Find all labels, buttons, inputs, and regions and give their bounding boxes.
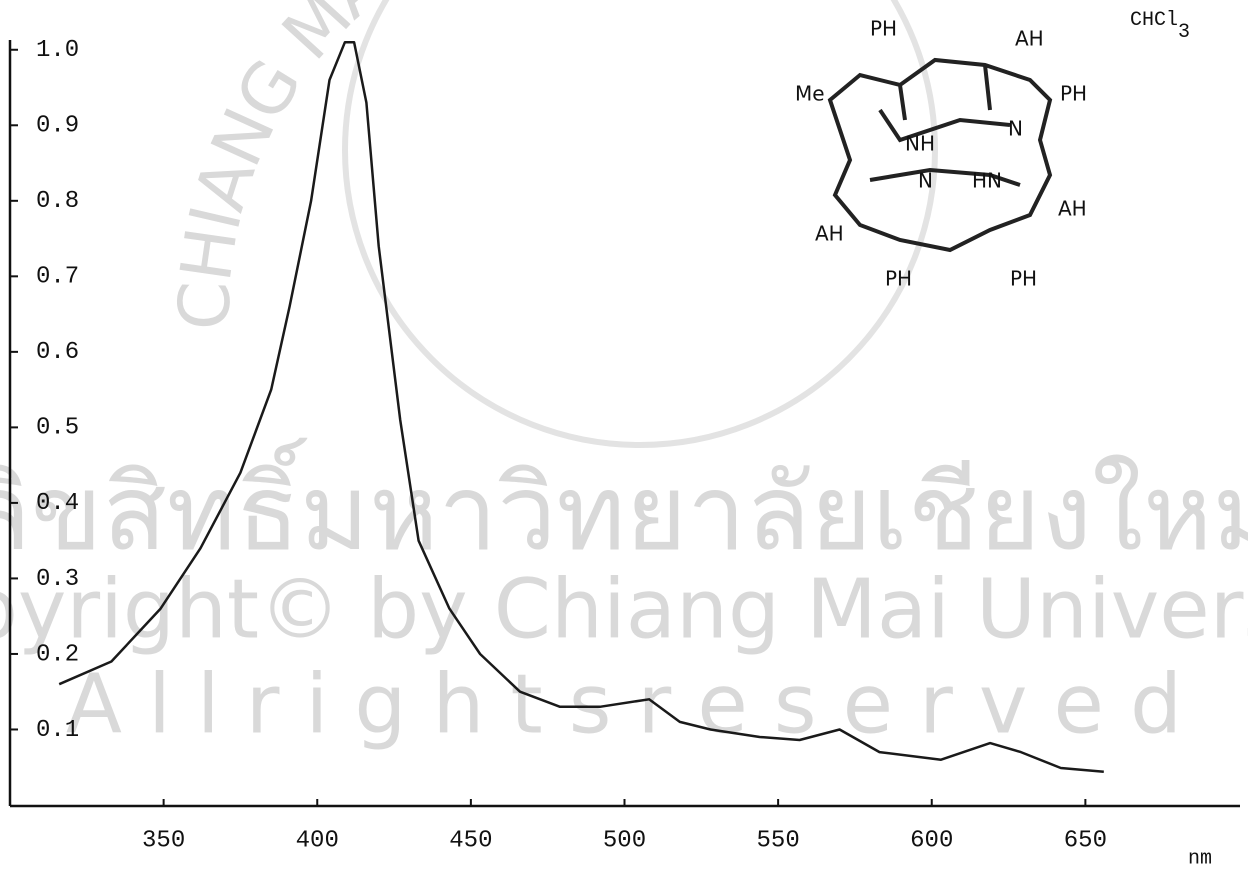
watermark-thai: ลิขสิทธิ์มหาวิทยาลัยเชียงใหม่ — [0, 437, 1248, 574]
x-tick-label: 650 — [1064, 827, 1107, 854]
structure-label: N — [918, 169, 933, 193]
y-tick-label: 0.8 — [36, 188, 79, 215]
solvent-label: CHCl3 — [1130, 9, 1190, 44]
watermark-arc-text: CHIANG MAI UNIVERSITY — [163, 0, 830, 331]
watermark-seal — [342, 0, 938, 448]
structure-label: PH — [885, 267, 912, 291]
structure-label: PH — [1060, 82, 1087, 106]
y-tick-label: 0.1 — [36, 717, 79, 744]
structure-label: HN — [972, 169, 1002, 193]
x-axis-label: nm — [1188, 847, 1212, 870]
structure-label: N — [1008, 117, 1023, 141]
structure-label: AH — [815, 222, 844, 246]
solvent: CHCl — [1130, 9, 1178, 32]
y-tick-label: 1.0 — [36, 37, 79, 64]
structure-label: NH — [905, 132, 935, 156]
structure-label: AH — [1015, 27, 1044, 51]
x-tick-label: 400 — [296, 827, 339, 854]
y-tick-label: 0.2 — [36, 641, 79, 668]
y-tick-label: 0.5 — [36, 415, 79, 442]
watermark-arc: CHIANG MAI UNIVERSITY — [163, 0, 830, 331]
solvent-subscript: 3 — [1178, 21, 1190, 44]
x-tick-label: 350 — [142, 827, 185, 854]
watermark: CHIANG MAI UNIVERSITY ลิขสิทธิ์มหาวิทยาลั… — [0, 0, 1248, 752]
y-tick-label: 0.4 — [36, 490, 79, 517]
structure-label: PH — [1010, 267, 1037, 291]
watermark-copyright: Copyright© by Chiang Mai University — [0, 562, 1248, 657]
structure-label: PH — [870, 17, 897, 41]
x-tick-label: 600 — [910, 827, 953, 854]
spectrum-line — [58, 40, 1104, 774]
x-tick-label: 450 — [449, 827, 492, 854]
y-tick-label: 0.9 — [36, 113, 79, 140]
y-tick-label: 0.6 — [36, 339, 79, 366]
structure-label: Me — [795, 82, 825, 106]
watermark-rights: A l l r i g h t s r e s e r v e d — [66, 657, 1182, 752]
x-tick-label: 500 — [603, 827, 646, 854]
y-tick-label: 0.3 — [36, 566, 79, 593]
structure-label: AH — [1058, 197, 1087, 221]
x-tick-label: 550 — [757, 827, 800, 854]
porphyrin-structure — [827, 57, 1053, 253]
y-tick-label: 0.7 — [36, 264, 79, 291]
